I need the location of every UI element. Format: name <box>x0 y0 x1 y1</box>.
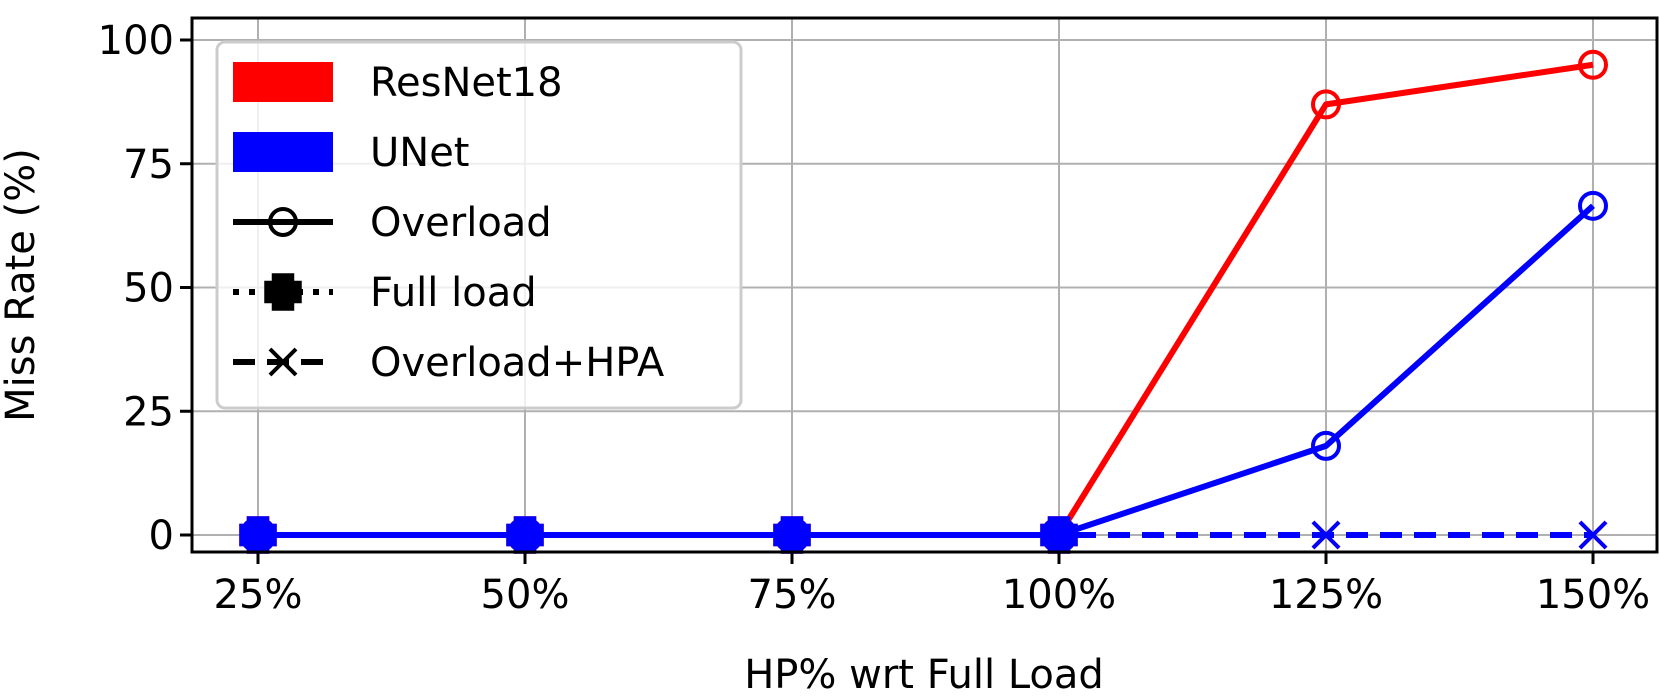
legend-swatch-unet <box>233 132 333 172</box>
y-tick-label: 75 <box>123 142 174 188</box>
legend-label: Full load <box>370 270 537 316</box>
x-marker <box>268 347 298 377</box>
plot-frame <box>190 16 1659 554</box>
x-tick-label: 100% <box>1002 572 1116 618</box>
legend-label: UNet <box>370 130 470 176</box>
circle-marker <box>1044 520 1074 550</box>
legend-key-overload-hpa <box>233 347 333 377</box>
series-line <box>258 203 1596 538</box>
legend-label: Overload <box>370 200 552 246</box>
circle-marker <box>1311 89 1341 120</box>
circle-marker <box>1578 190 1608 221</box>
legend-box <box>215 40 743 410</box>
legend-swatch-resnet18 <box>233 62 333 102</box>
y-tick-label: 0 <box>149 513 174 559</box>
x-tick-label: 150% <box>1536 572 1650 618</box>
series-unet-overload <box>243 190 1608 550</box>
y-tick-label: 25 <box>123 389 174 435</box>
axis-ticks: 25% 50% 75% 100% 125% 150% 0 25 50 75 100 <box>98 18 1651 618</box>
legend-label: ResNet18 <box>370 60 563 106</box>
circle-marker <box>268 207 298 237</box>
y-axis-title: Miss Rate (%) <box>0 148 44 422</box>
circle-marker <box>777 520 807 550</box>
legend-key-full-load <box>233 273 333 311</box>
circle-marker <box>243 520 273 550</box>
legend-label: Overload+HPA <box>370 340 665 386</box>
x-tick-label: 25% <box>214 572 303 618</box>
x-axis-title: HP% wrt Full Load <box>744 652 1104 698</box>
x-tick-label: 75% <box>748 572 837 618</box>
legend: ResNet18 UNet Overload Full load Overload+HP… <box>215 40 743 410</box>
y-tick-label: 100 <box>98 18 174 64</box>
legend-key-overload <box>233 207 333 237</box>
circle-marker <box>510 520 540 550</box>
circle-marker <box>1311 430 1341 461</box>
x-marker <box>1311 520 1341 550</box>
x-marker <box>1578 520 1608 550</box>
plus-marker <box>264 273 302 311</box>
x-tick-label: 125% <box>1269 572 1383 618</box>
y-tick-label: 50 <box>123 266 174 312</box>
x-tick-label: 50% <box>481 572 570 618</box>
circle-marker <box>1578 49 1608 80</box>
series-layer <box>239 49 1608 554</box>
